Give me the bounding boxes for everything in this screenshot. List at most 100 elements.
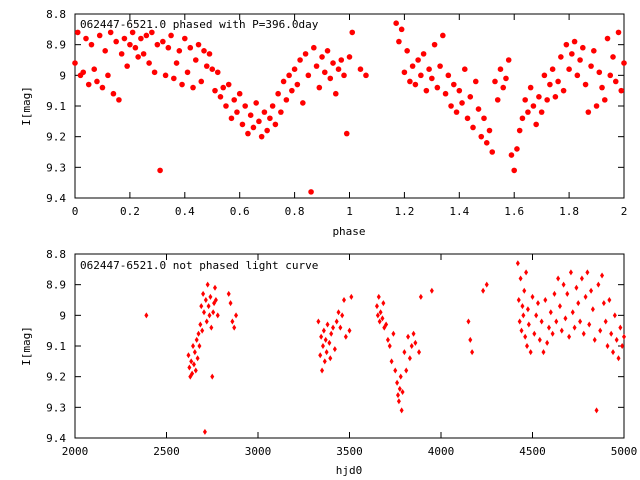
phased-data-point <box>341 72 347 79</box>
phased-y-tick-label: 9 <box>59 69 66 82</box>
phased-data-point <box>511 167 517 174</box>
unphased-chart-title: 062447-6521.0 not phased light curve <box>80 259 318 272</box>
phased-data-point <box>601 97 608 103</box>
unphased-data-point <box>319 333 324 340</box>
phased-data-point <box>321 69 328 76</box>
unphased-data-point <box>559 327 564 334</box>
phased-data-point <box>291 66 298 72</box>
unphased-data-point <box>203 297 208 303</box>
phased-data-point <box>343 130 350 137</box>
unphased-data-point <box>200 327 205 334</box>
unphased-data-point <box>349 293 354 300</box>
phased-data-point <box>239 121 246 128</box>
unphased-data-point <box>201 290 206 297</box>
phased-data-point <box>566 66 572 72</box>
unphased-y-axis-label: I[mag] <box>20 326 33 366</box>
phased-data-point <box>338 57 345 63</box>
unphased-y-tick-label: 9.3 <box>46 401 66 414</box>
phased-data-point <box>74 29 81 36</box>
unphased-data-point <box>407 355 412 362</box>
unphased-data-point <box>594 407 599 414</box>
unphased-data-point <box>519 327 524 334</box>
phased-data-point <box>231 97 238 103</box>
phased-data-point <box>483 140 490 146</box>
phased-data-point <box>135 54 141 60</box>
phased-data-point <box>99 84 106 91</box>
unphased-data-point <box>322 358 327 365</box>
unphased-data-point <box>541 349 546 356</box>
unphased-data-point <box>391 330 396 337</box>
phased-data-point <box>481 115 487 122</box>
phased-data-point <box>426 66 432 72</box>
unphased-x-axis-label: hjd0 <box>336 464 363 477</box>
phased-data-point <box>420 51 427 57</box>
phased-data-point <box>228 115 235 122</box>
phased-chart-title: 062447-6521.0 phased with P=396.0day <box>80 18 319 31</box>
unphased-data-point <box>522 287 527 294</box>
unphased-y-tick-label: 9 <box>59 309 66 322</box>
phased-data-point <box>124 63 130 69</box>
unphased-data-point <box>316 318 321 325</box>
phased-y-tick-label: 9.4 <box>46 192 66 205</box>
phased-data-point <box>72 60 78 66</box>
phased-x-tick-label: 0.8 <box>285 205 305 218</box>
phased-data-point <box>132 44 139 51</box>
phased-data-point <box>448 103 454 109</box>
phased-data-point <box>242 103 248 109</box>
unphased-data-point <box>318 352 323 359</box>
phased-data-point <box>234 109 240 115</box>
unphased-data-point <box>191 361 196 368</box>
unphased-data-point <box>530 293 535 300</box>
unphased-data-point <box>576 300 581 307</box>
phased-data-point <box>209 66 216 72</box>
unphased-data-point <box>583 293 588 300</box>
unphased-data-point <box>466 318 471 325</box>
unphased-x-tick-label: 4000 <box>428 445 455 458</box>
unphased-data-point <box>590 306 595 313</box>
unphased-data-point <box>381 300 386 307</box>
unphased-data-point <box>570 309 575 316</box>
unphased-y-tick-label: 9.4 <box>46 432 66 445</box>
phased-data-point <box>434 84 441 91</box>
phased-data-point <box>286 72 292 79</box>
unphased-data-point <box>618 324 623 331</box>
unphased-data-point <box>320 367 325 374</box>
unphased-data-point <box>612 312 617 319</box>
phased-x-tick-label: 0.6 <box>230 205 250 218</box>
unphased-data-point <box>574 284 579 291</box>
unphased-data-point <box>611 349 616 356</box>
unphased-data-point <box>622 333 626 340</box>
phased-data-point <box>283 97 290 103</box>
unphased-data-point <box>561 281 566 288</box>
unphased-data-point <box>600 272 605 279</box>
unphased-data-point <box>374 303 379 310</box>
unphased-data-point <box>468 336 473 343</box>
unphased-data-point <box>189 358 194 365</box>
unphased-data-point <box>378 309 383 316</box>
unphased-data-point <box>399 407 404 414</box>
phased-data-point <box>415 57 421 63</box>
phased-data-point <box>107 29 114 36</box>
unphased-data-point <box>202 428 207 435</box>
unphased-data-point <box>537 336 542 343</box>
unphased-data-point <box>380 315 385 322</box>
phased-data-point <box>160 38 166 45</box>
unphased-data-point <box>592 336 597 343</box>
phased-data-point <box>475 106 482 112</box>
unphased-data-point <box>206 303 211 310</box>
phased-data-point <box>223 103 229 109</box>
phased-data-point <box>118 51 125 57</box>
phased-data-point <box>396 38 402 45</box>
unphased-data-point <box>609 330 614 337</box>
phased-data-point <box>423 87 430 94</box>
phased-data-point <box>187 44 194 51</box>
unphased-data-point <box>376 293 381 300</box>
unphased-data-point <box>546 324 551 331</box>
unphased-data-point <box>193 367 198 374</box>
unphased-data-point <box>343 333 348 340</box>
unphased-data-point <box>328 355 333 362</box>
phased-data-point <box>154 41 161 48</box>
phased-data-point <box>102 48 108 54</box>
unphased-y-tick-label: 8.9 <box>46 279 66 292</box>
unphased-data-point <box>191 343 196 349</box>
